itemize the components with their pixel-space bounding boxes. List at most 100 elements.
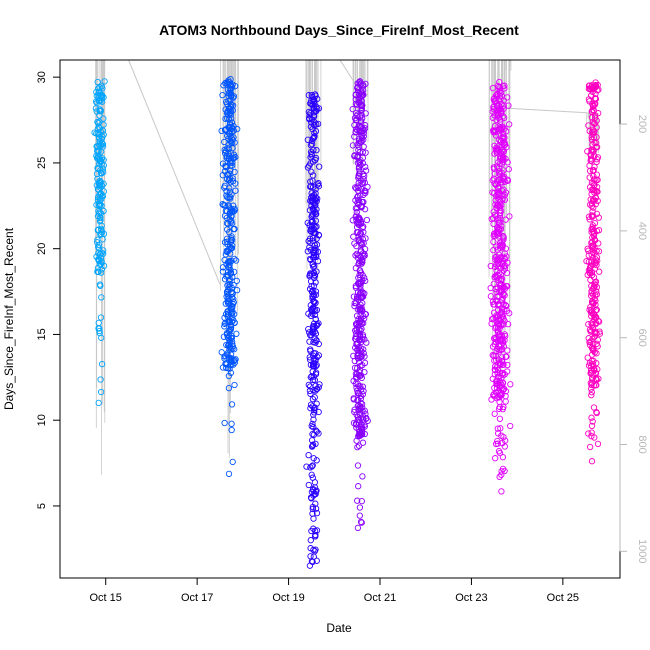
data-point: [590, 304, 597, 311]
data-point: [100, 230, 108, 238]
data-point: [357, 518, 365, 526]
data-point: [595, 318, 603, 325]
data-point: [96, 329, 103, 337]
data-point: [227, 85, 235, 93]
data-point: [225, 470, 233, 478]
data-point: [588, 134, 595, 141]
data-point: [304, 248, 311, 255]
data-point: [310, 298, 318, 305]
data-point: [354, 306, 362, 313]
data-point: [307, 270, 314, 277]
data-point: [590, 300, 597, 307]
data-point: [98, 257, 105, 265]
data-point: [498, 354, 506, 361]
data-point: [492, 297, 500, 304]
data-point: [221, 256, 228, 264]
data-point: [361, 187, 368, 194]
data-point: [491, 142, 498, 150]
data-point: [227, 250, 234, 257]
data-point: [359, 421, 366, 429]
data-point: [591, 366, 598, 373]
data-point: [229, 155, 237, 162]
data-point: [222, 80, 229, 87]
data-point: [95, 399, 102, 407]
data-point: [229, 102, 237, 109]
data-point: [233, 277, 240, 285]
data-point: [308, 141, 316, 148]
data-point: [219, 91, 226, 99]
data-point: [588, 389, 595, 396]
data-point: [313, 121, 320, 128]
data-point: [490, 105, 497, 113]
data-point: [227, 111, 234, 118]
data-point: [94, 143, 101, 150]
data-point: [226, 284, 233, 291]
data-point: [357, 280, 365, 287]
data-point: [496, 415, 504, 422]
data-point: [489, 84, 497, 92]
data-point: [355, 359, 363, 366]
data-point: [592, 82, 599, 89]
data-point: [588, 392, 595, 399]
data-point: [363, 339, 370, 346]
data-point: [502, 398, 509, 405]
data-point: [360, 191, 367, 198]
data-point: [494, 366, 502, 373]
data-point: [308, 495, 315, 502]
data-point: [358, 106, 365, 113]
data-point: [494, 437, 501, 445]
x-axis: Oct 15 Oct 17 Oct 19 Oct 21 Oct 23 Oct 25: [90, 577, 579, 604]
data-point: [225, 277, 233, 284]
data-point: [359, 439, 367, 446]
data-point: [311, 394, 318, 401]
data-point: [356, 512, 363, 519]
data-point: [224, 351, 231, 359]
data-point: [503, 128, 510, 135]
data-point: [307, 401, 315, 408]
data-point: [314, 353, 321, 361]
data-point: [306, 338, 313, 345]
data-point: [226, 317, 233, 324]
data-point: [356, 271, 363, 279]
data-point: [592, 256, 599, 263]
data-point: [356, 332, 364, 340]
data-point: [352, 109, 360, 117]
data-point: [223, 164, 230, 171]
data-point: [357, 230, 365, 237]
data-point: [312, 279, 319, 286]
data-point: [502, 332, 509, 340]
data-point: [222, 319, 229, 326]
data-point: [312, 505, 320, 512]
data-point: [505, 166, 512, 173]
data-point: [507, 381, 514, 388]
data-point: [96, 191, 103, 198]
data-point: [497, 264, 505, 272]
data-point: [223, 214, 231, 222]
data-point: [498, 101, 505, 108]
data-point: [504, 259, 511, 266]
data-point: [360, 126, 368, 134]
data-point: [315, 408, 322, 416]
data-point: [219, 268, 227, 275]
data-point: [586, 269, 593, 276]
data-point: [355, 179, 362, 187]
data-point: [226, 343, 233, 350]
data-point: [495, 96, 502, 104]
data-point: [495, 387, 502, 395]
data-point: [494, 425, 501, 432]
data-point: [589, 167, 597, 174]
data-point: [492, 97, 499, 105]
data-point: [307, 383, 314, 390]
data-point: [309, 420, 316, 428]
data-point: [358, 134, 366, 142]
data-point: [588, 385, 595, 392]
data-point: [491, 190, 498, 197]
data-point: [312, 128, 320, 135]
data-point: [359, 404, 366, 411]
data-point: [495, 343, 503, 350]
data-point: [362, 167, 370, 174]
data-point: [100, 156, 107, 164]
data-point: [590, 102, 597, 109]
data-point: [359, 383, 366, 390]
data-point: [310, 424, 317, 431]
